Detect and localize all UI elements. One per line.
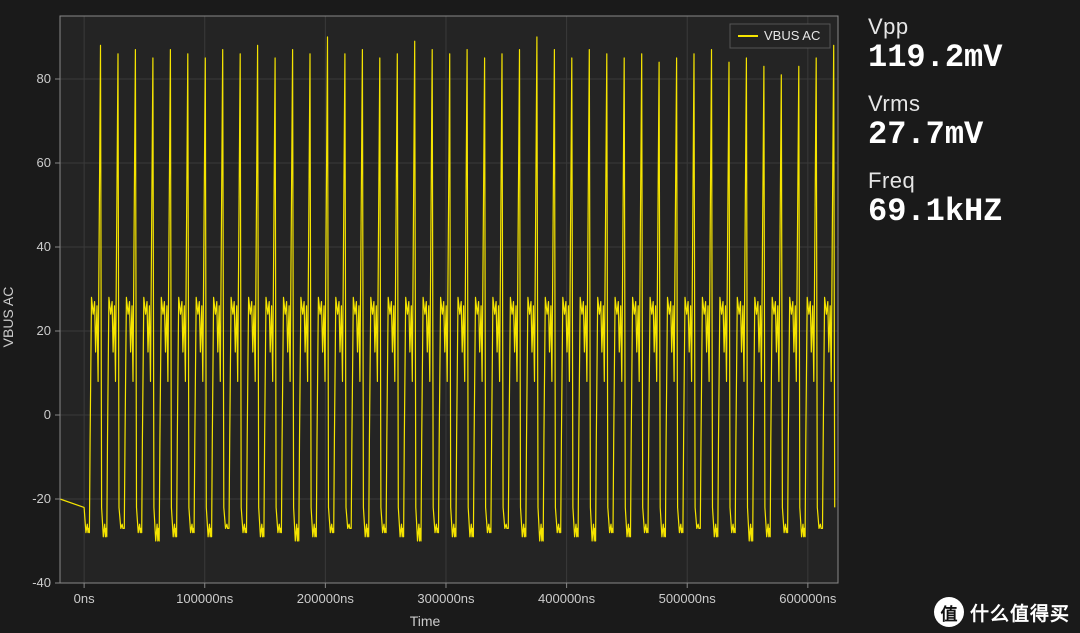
svg-text:100000ns: 100000ns <box>176 591 234 606</box>
freq-label: Freq <box>868 168 1080 194</box>
svg-text:-40: -40 <box>32 575 51 590</box>
chart-area: -40 -20 0 20 40 60 80 0ns 100000ns 200000ns 300000… <box>0 0 850 633</box>
oscilloscope-chart: -40 -20 0 20 40 60 80 0ns 100000ns 200000ns 300000… <box>0 0 850 633</box>
watermark-badge-icon: 值 <box>934 597 964 627</box>
metrics-panel: Vpp 119.2mV Vrms 27.7mV Freq 69.1kHZ <box>850 0 1080 633</box>
svg-text:200000ns: 200000ns <box>297 591 355 606</box>
vpp-label: Vpp <box>868 14 1080 40</box>
svg-text:0ns: 0ns <box>74 591 95 606</box>
svg-text:300000ns: 300000ns <box>417 591 475 606</box>
svg-text:-20: -20 <box>32 491 51 506</box>
svg-text:60: 60 <box>37 155 51 170</box>
x-axis-label: Time <box>410 613 441 629</box>
watermark-text: 什么值得买 <box>970 599 1070 626</box>
svg-text:400000ns: 400000ns <box>538 591 596 606</box>
vrms-value: 27.7mV <box>868 117 1080 154</box>
svg-text:500000ns: 500000ns <box>659 591 717 606</box>
svg-text:80: 80 <box>37 71 51 86</box>
y-axis-label: VBUS AC <box>0 286 16 347</box>
freq-value: 69.1kHZ <box>868 194 1080 231</box>
watermark: 值 什么值得买 <box>934 597 1070 627</box>
svg-text:VBUS AC: VBUS AC <box>764 28 820 43</box>
vrms-label: Vrms <box>868 91 1080 117</box>
svg-text:0: 0 <box>44 407 51 422</box>
svg-text:40: 40 <box>37 239 51 254</box>
svg-text:20: 20 <box>37 323 51 338</box>
svg-text:600000ns: 600000ns <box>779 591 837 606</box>
vpp-value: 119.2mV <box>868 40 1080 77</box>
